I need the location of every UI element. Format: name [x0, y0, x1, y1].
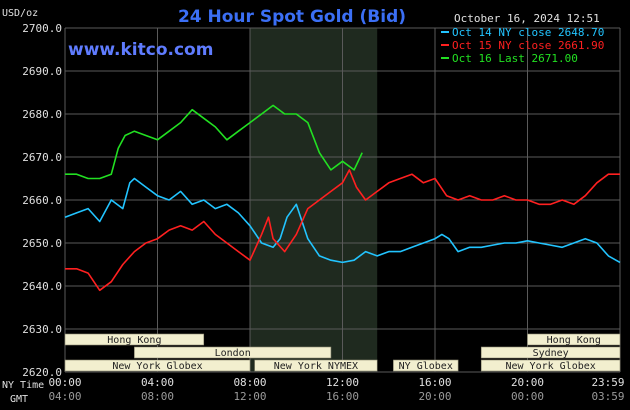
series-line	[65, 104, 363, 180]
gmt-tick-label: 08:00	[141, 390, 174, 403]
session-bar	[527, 333, 621, 346]
x-tick-label: 08:00	[233, 376, 266, 389]
session-label: Sydney	[533, 348, 569, 359]
legend-entry: Oct 14 NY close 2648.70	[452, 26, 604, 39]
series-line	[64, 177, 621, 264]
gmt-tick-label: 16:00	[326, 390, 359, 403]
gmt-tick-label: 04:00	[48, 390, 81, 403]
legend-entry: Oct 15 NY close 2661.90	[452, 39, 604, 52]
y-tick-label: 2670.0	[22, 151, 62, 164]
x-tick-label: 23:59	[591, 376, 624, 389]
chart-title: 24 Hour Spot Gold (Bid)	[178, 7, 406, 27]
y-tick-label: 2650.0	[22, 237, 62, 250]
session-label: London	[215, 348, 251, 359]
y-tick-label: 2690.0	[22, 65, 62, 78]
ny-time-label: NY Time	[2, 380, 44, 391]
x-tick-label: 20:00	[511, 376, 544, 389]
gmt-tick-label: 20:00	[418, 390, 451, 403]
session-bar	[64, 359, 251, 372]
y-tick-label: 2640.0	[22, 280, 62, 293]
y-axis-unit: USD/oz	[2, 8, 38, 19]
y-tick-label: 2630.0	[22, 323, 62, 336]
session-label: Hong Kong	[547, 335, 601, 346]
session-bar	[64, 333, 205, 346]
session-bar	[480, 346, 621, 359]
session-label: Hong Kong	[107, 335, 161, 346]
session-label: New York Globex	[112, 361, 202, 372]
y-tick-label: 2660.0	[22, 194, 62, 207]
session-bar	[254, 359, 378, 372]
session-bar	[480, 359, 621, 372]
gmt-tick-label: 00:00	[511, 390, 544, 403]
site-watermark: www.kitco.com	[68, 40, 213, 60]
session-label: NY Globex	[399, 361, 453, 372]
gmt-tick-label: 12:00	[233, 390, 266, 403]
x-tick-label: 16:00	[418, 376, 451, 389]
session-label: New York Globex	[505, 361, 595, 372]
gmt-tick-label: 03:59	[591, 390, 624, 403]
y-tick-label: 2620.0	[22, 366, 62, 379]
session-bar	[134, 346, 332, 359]
x-tick-label: 00:00	[48, 376, 81, 389]
x-tick-label: 04:00	[141, 376, 174, 389]
x-tick-label: 12:00	[326, 376, 359, 389]
legend-entry: Oct 16 Last 2671.00	[452, 52, 578, 65]
y-tick-label: 2700.0	[22, 22, 62, 35]
gmt-label: GMT	[10, 394, 28, 405]
y-tick-label: 2680.0	[22, 108, 62, 121]
session-label: New York NYMEX	[274, 361, 358, 372]
chart-datetime: October 16, 2024 12:51	[454, 12, 600, 25]
series-line	[65, 169, 620, 292]
session-bar	[393, 359, 459, 372]
